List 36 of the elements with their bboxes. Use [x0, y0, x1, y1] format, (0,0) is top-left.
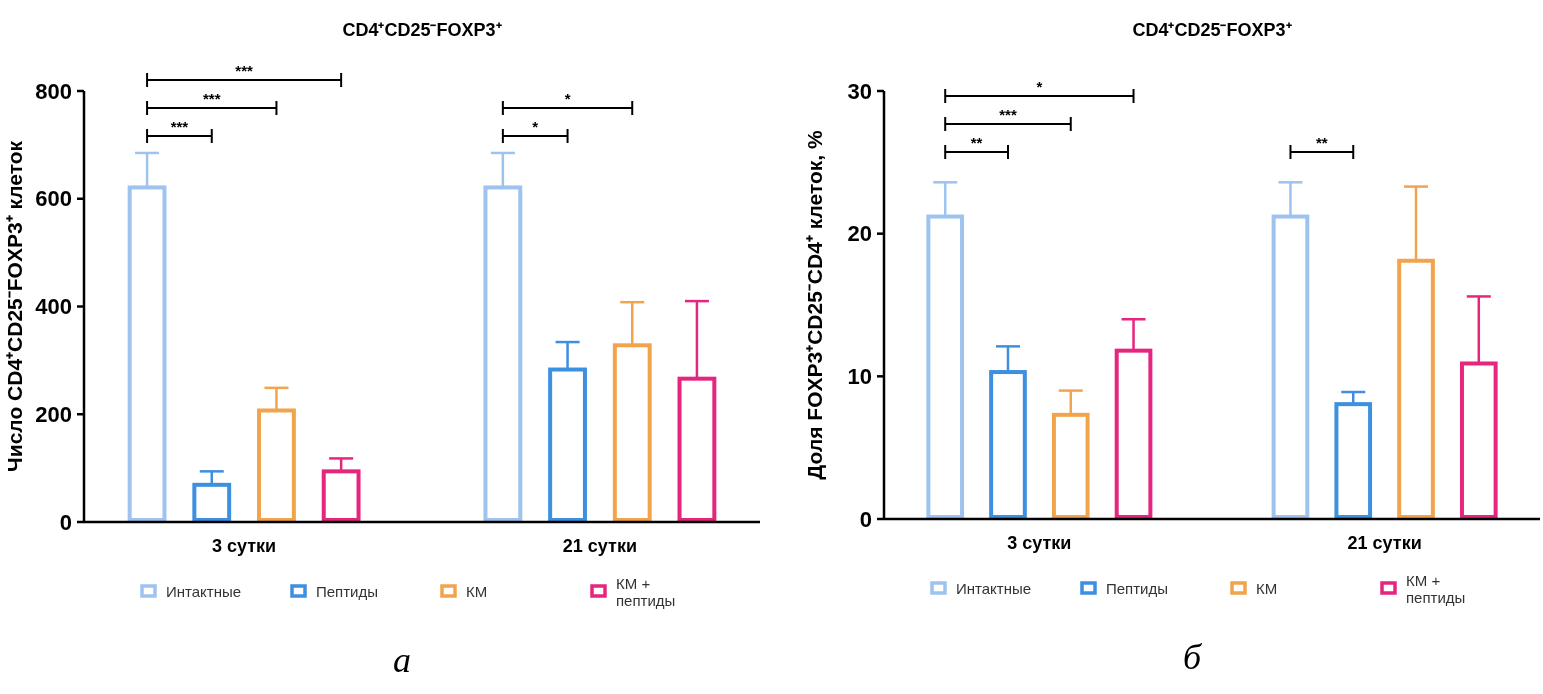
text: б	[1182, 637, 1203, 677]
y-tick-label: 600	[35, 186, 72, 212]
annotation: *	[532, 118, 539, 135]
legend-label: КМ + пептиды	[616, 575, 676, 609]
x-tick-label: 3 сутки	[1007, 533, 1072, 553]
y-tick-label: 30	[847, 78, 872, 104]
legend-label: КМ	[1256, 580, 1278, 598]
chart-title: CD4⁺CD25⁻FOXP3⁺	[342, 20, 502, 40]
legend-label: Пептиды	[316, 583, 379, 601]
legend-label: КМ	[466, 583, 488, 601]
y-tick-label: 0	[859, 506, 872, 532]
legend-label: Интактные	[956, 580, 1032, 598]
y-tick-label: 800	[35, 78, 72, 104]
annotation: ***	[999, 106, 1017, 123]
x-tick-label: 21 сутки	[562, 536, 637, 556]
y-tick-label: 20	[847, 221, 872, 247]
y-tick-label: 400	[35, 294, 72, 320]
annotation: *	[564, 90, 571, 107]
legend-label: КМ + пептиды	[1406, 572, 1466, 606]
annotation: *	[1036, 78, 1043, 95]
annotation: **	[1316, 134, 1328, 151]
text: а	[393, 640, 411, 680]
legend-label: Пептиды	[1106, 580, 1169, 598]
annotation: ***	[203, 90, 221, 107]
x-tick-label: 3 сутки	[212, 536, 277, 556]
y-axis-title: Доля FOXP3⁺CD25⁻CD4⁺ клеток, %	[803, 130, 826, 480]
text: ***	[235, 62, 254, 79]
chart-title: CD4⁺CD25⁻FOXP3⁺	[1132, 20, 1292, 40]
y-tick-label: 200	[35, 401, 72, 427]
annotation: **	[970, 134, 983, 151]
y-tick-label: 10	[847, 364, 872, 390]
y-axis-title: Число CD4⁺CD25⁻FOXP3⁺ клеток	[3, 140, 26, 473]
legend-label: Интактные	[166, 583, 242, 601]
annotation: ***	[170, 118, 189, 135]
x-tick-label: 21 сутки	[1347, 533, 1422, 553]
y-tick-label: 0	[59, 509, 72, 535]
